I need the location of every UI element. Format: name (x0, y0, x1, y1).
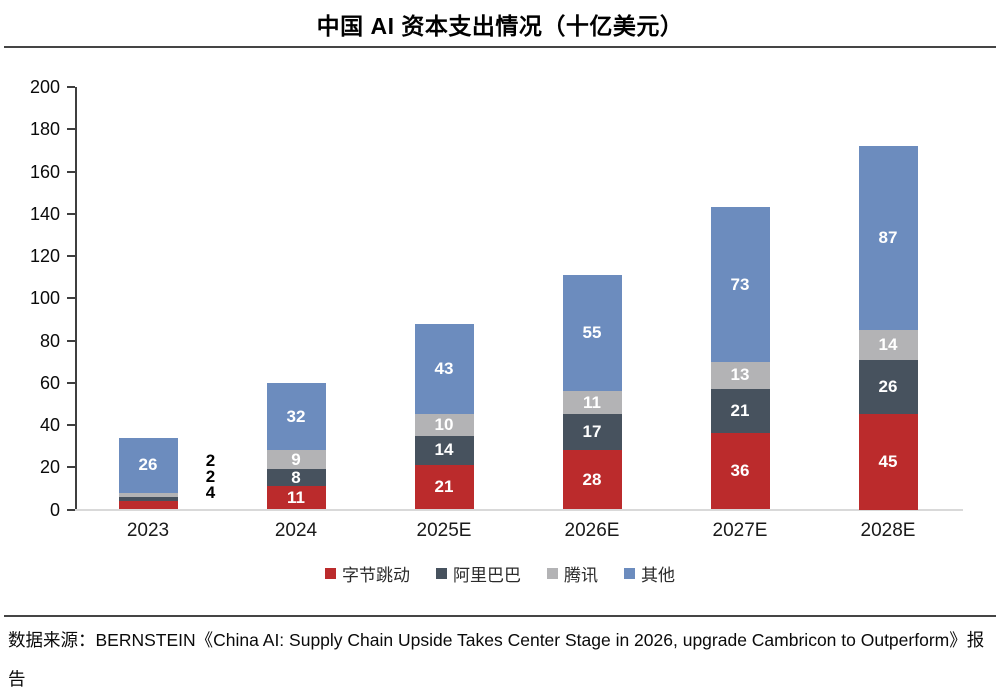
legend-item-其他: 其他 (624, 561, 675, 586)
bar-segment-阿里巴巴 (118, 496, 178, 502)
x-axis-label: 2025E (416, 520, 472, 541)
bar-segment-其他: 73 (710, 207, 770, 362)
bar-value-label: 28 (582, 469, 602, 489)
y-axis-tick (67, 424, 75, 426)
bar-segment-字节跳动 (118, 501, 178, 510)
bar-value-label: 14 (878, 334, 898, 354)
y-axis-tick-label: 140 (29, 203, 60, 224)
bar-value-label-outside: 2 (205, 450, 216, 470)
y-axis-tick-label: 160 (29, 161, 60, 182)
bar-value-label: 87 (878, 228, 898, 248)
y-axis-tick-label: 20 (39, 457, 60, 478)
bar-segment-其他: 32 (266, 382, 326, 451)
y-axis-tick-label: 180 (29, 119, 60, 140)
x-axis-label: 2024 (274, 520, 318, 541)
bar-value-label: 13 (730, 365, 750, 385)
y-axis-tick-label: 200 (29, 77, 60, 97)
y-axis-tick-label: 120 (29, 246, 60, 266)
bar-segment-阿里巴巴: 26 (858, 359, 918, 415)
y-axis-tick (67, 255, 75, 257)
legend: 字节跳动 阿里巴巴 腾讯 其他 (0, 561, 1000, 586)
x-axis-label: 2026E (564, 520, 620, 541)
legend-item-腾讯: 腾讯 (547, 561, 598, 586)
bar-segment-字节跳动: 11 (266, 486, 326, 510)
bar-value-label: 9 (291, 449, 301, 469)
source-note: 数据来源：BERNSTEIN《China AI: Supply Chain Up… (8, 630, 985, 689)
y-axis-tick-label: 100 (29, 288, 60, 309)
bar-value-label: 43 (434, 359, 454, 378)
bar-segment-腾讯: 9 (266, 449, 326, 470)
bar-segment-阿里巴巴: 17 (562, 414, 622, 451)
bar-value-label: 26 (878, 376, 898, 396)
bar-segment-其他: 43 (414, 323, 474, 415)
y-axis-tick-label: 80 (39, 330, 60, 351)
legend-label: 阿里巴巴 (453, 566, 521, 585)
y-axis-tick (67, 508, 75, 511)
y-axis-tick (67, 297, 75, 300)
bar-segment-阿里巴巴: 8 (266, 467, 326, 487)
y-axis-tick-label: 60 (39, 372, 60, 393)
legend-item-阿里巴巴: 阿里巴巴 (436, 561, 521, 586)
bar-segment-腾讯: 13 (710, 361, 770, 390)
y-axis-tick (67, 381, 75, 384)
bar-value-label: 11 (287, 487, 305, 507)
x-axis-label: 2027E (712, 520, 768, 541)
legend-swatch (325, 568, 336, 579)
y-axis-line (75, 87, 77, 510)
bar-value-label: 73 (730, 274, 750, 294)
legend-swatch (624, 568, 635, 579)
x-axis-line (75, 509, 963, 511)
bar-value-label: 21 (434, 477, 454, 497)
x-axis-label: 2023 (126, 520, 170, 541)
bar-segment-其他: 26 (118, 437, 178, 493)
page-title: 中国 AI 资本支出情况（十亿美元） (316, 13, 684, 39)
bar-value-label: 32 (286, 406, 306, 426)
y-axis-tick-label: 0 (49, 499, 60, 520)
bar-value-label: 21 (730, 401, 750, 421)
title-divider (4, 46, 996, 48)
bar-segment-字节跳动: 45 (858, 414, 918, 510)
bar-segment-腾讯: 10 (414, 414, 474, 436)
y-axis-tick (67, 339, 75, 342)
bar-segment-其他: 87 (858, 146, 918, 330)
bar-value-label-outside: 2 (205, 466, 216, 486)
bar-segment-字节跳动: 21 (414, 465, 474, 510)
legend-label: 字节跳动 (342, 566, 410, 585)
bar-segment-腾讯 (118, 492, 178, 497)
bar-value-label: 8 (291, 467, 301, 487)
bar-segment-阿里巴巴: 21 (710, 389, 770, 434)
bar-value-label: 36 (730, 461, 750, 481)
x-axis-label: 2028E (860, 520, 916, 541)
legend-label: 其他 (641, 566, 675, 585)
bar-segment-字节跳动: 36 (710, 433, 770, 510)
bar-value-label: 45 (878, 451, 898, 471)
legend-swatch (436, 568, 447, 579)
legend-swatch (547, 568, 558, 579)
y-axis-tick-label: 40 (39, 415, 60, 435)
y-axis-tick (67, 86, 75, 88)
bar-value-label: 26 (138, 455, 158, 475)
bar-value-label: 14 (434, 440, 454, 460)
bar-value-label: 11 (583, 392, 601, 412)
y-axis-tick (67, 128, 75, 131)
bar-value-label: 10 (434, 415, 454, 434)
source-divider (4, 615, 996, 617)
y-axis-tick (67, 212, 75, 215)
bar-value-label-outside: 4 (205, 482, 216, 502)
legend-item-字节跳动: 字节跳动 (325, 561, 410, 586)
y-axis-tick (67, 466, 75, 469)
bar-value-label: 55 (582, 323, 602, 343)
bar-segment-字节跳动: 28 (562, 450, 622, 510)
bar-segment-腾讯: 14 (858, 329, 918, 360)
bar-segment-腾讯: 11 (562, 391, 622, 415)
bar-segment-阿里巴巴: 14 (414, 435, 474, 466)
stacked-bar-chart: 0 20 40 60 80 100 120 140 160 180 200 26 4 2 2 2023 11 8 9… (0, 77, 1000, 586)
bar-value-label: 17 (582, 422, 602, 442)
bar-segment-其他: 55 (562, 275, 622, 392)
y-axis-tick (67, 170, 75, 173)
legend-label: 腾讯 (564, 566, 598, 585)
